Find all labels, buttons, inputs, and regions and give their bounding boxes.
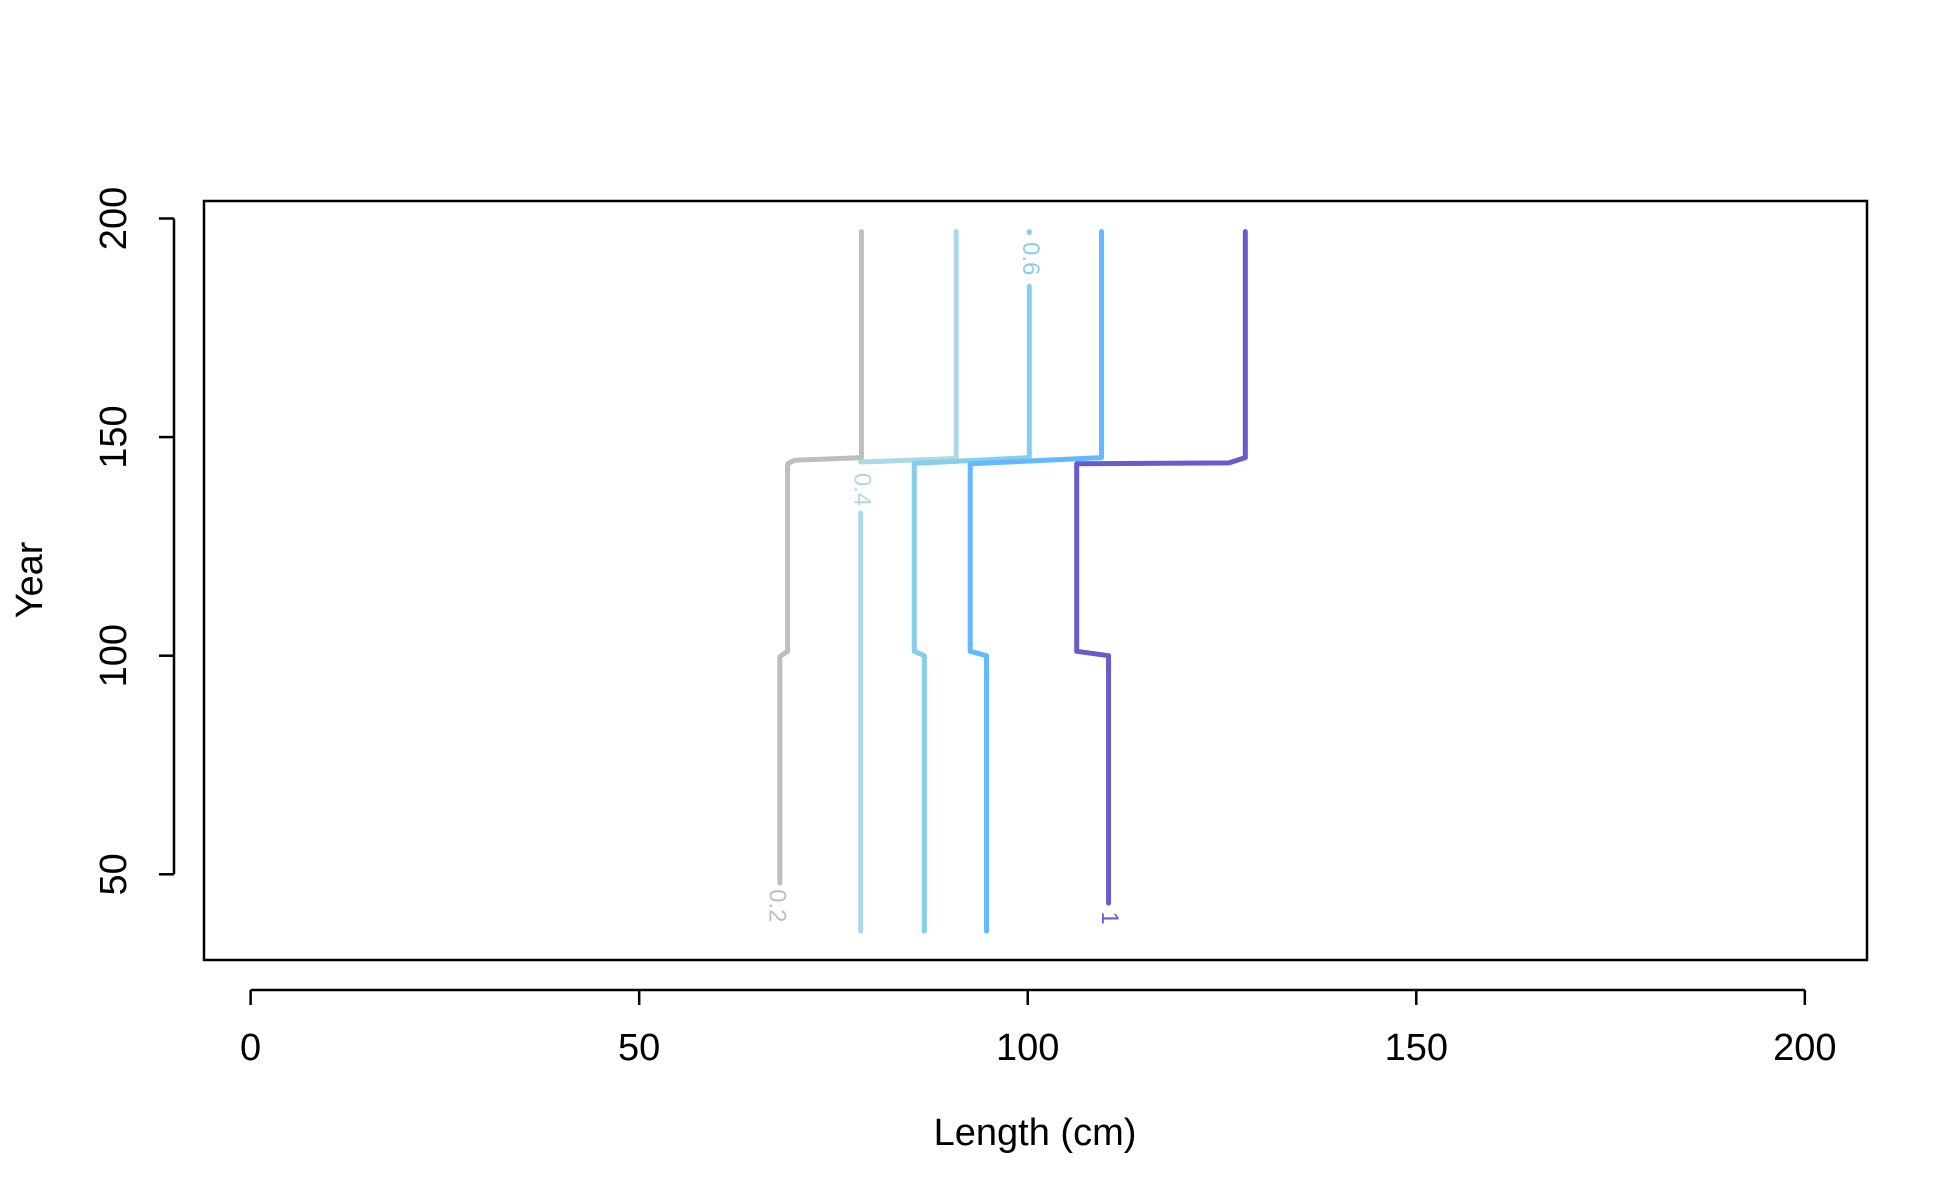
contour-label: 0.4 — [848, 473, 875, 506]
y-tick-label: 150 — [93, 405, 135, 468]
x-tick-label: 150 — [1385, 1027, 1448, 1069]
contour-label: 0.2 — [764, 889, 791, 922]
contour-line — [777, 229, 864, 886]
contour-line — [1074, 229, 1248, 906]
x-tick-label: 0 — [240, 1027, 261, 1069]
y-tick-label: 50 — [93, 853, 135, 895]
x-tick-label: 200 — [1773, 1027, 1836, 1069]
contour-line — [858, 229, 959, 934]
plot-box — [202, 199, 1869, 962]
contour-label: 1 — [1096, 911, 1123, 924]
x-axis-label: Length (cm) — [934, 1112, 1137, 1154]
y-tick-label: 200 — [93, 187, 135, 250]
contour-line — [911, 229, 1032, 934]
contour-label: 0.6 — [1017, 242, 1044, 275]
x-tick-label: 50 — [618, 1027, 660, 1069]
y-axis-label: Year — [9, 541, 51, 618]
x-tick-label: 100 — [996, 1027, 1059, 1069]
y-tick-label: 100 — [93, 624, 135, 687]
contour-line — [967, 229, 1105, 934]
